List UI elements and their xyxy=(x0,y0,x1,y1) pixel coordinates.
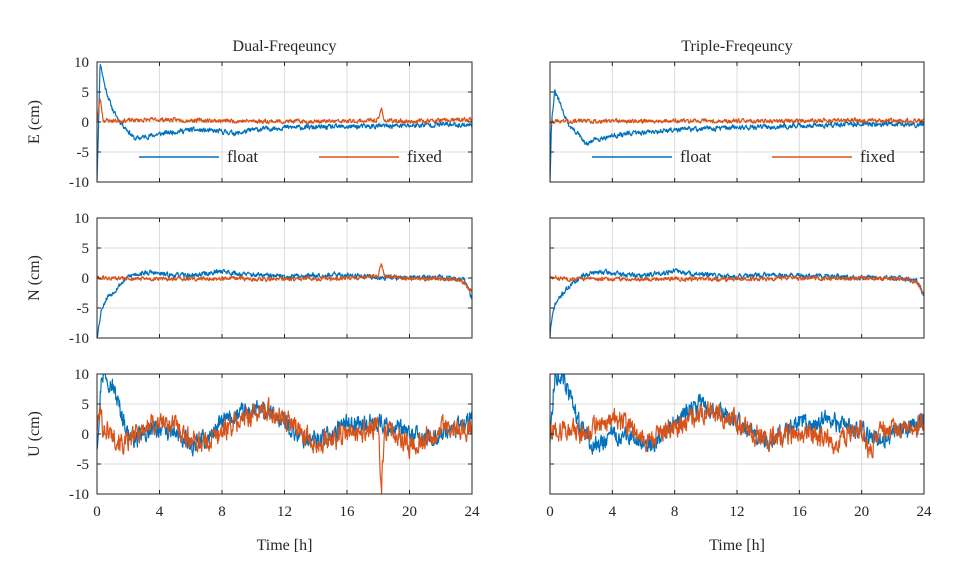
series-line-float xyxy=(97,374,472,457)
x-axis-label: Time [h] xyxy=(257,537,313,554)
y-tick-label: -5 xyxy=(77,145,90,161)
y-tick-label: 0 xyxy=(82,115,90,131)
series-line-fixed xyxy=(97,263,472,293)
x-tick-label: 20 xyxy=(854,504,869,520)
legend-label-float: float xyxy=(227,147,258,166)
y-tick-label: 10 xyxy=(74,211,89,227)
x-tick-label: 8 xyxy=(671,504,679,520)
y-tick-label: 0 xyxy=(82,427,90,443)
series-line-float xyxy=(550,89,924,182)
y-axis-label: U (cm) xyxy=(26,411,43,457)
panel-dual-e: -10 -5 0 5 10 Dual-Freqeuncy E (cm) float fixed xyxy=(26,38,473,191)
panel-dual-u: 0 4 8 12 16 20 24 -10 -5 0 5 10 U (cm) Time [h] xyxy=(26,367,480,554)
x-tick-label: 16 xyxy=(792,504,808,520)
x-tick-label: 4 xyxy=(609,504,617,520)
x-tick-label: 12 xyxy=(730,504,745,520)
y-tick-label: 10 xyxy=(74,55,89,71)
y-tick-label: -5 xyxy=(77,301,90,317)
panel-triple-e: Triple-Freqeuncy float fixed xyxy=(549,38,925,183)
y-tick-label: -5 xyxy=(77,457,90,473)
panel-triple-n xyxy=(549,217,925,339)
x-tick-label: 24 xyxy=(917,504,933,520)
y-axis-label: E (cm) xyxy=(26,100,43,144)
series-line-fixed xyxy=(97,98,472,125)
series-line-fixed xyxy=(550,117,924,125)
y-tick-label: -10 xyxy=(69,487,89,503)
series-line-float xyxy=(97,63,472,182)
panel-title: Triple-Freqeuncy xyxy=(681,38,792,55)
series-line-fixed xyxy=(550,400,924,459)
x-tick-label: 0 xyxy=(546,504,554,520)
x-tick-label: 12 xyxy=(277,504,292,520)
x-axis-label: Time [h] xyxy=(709,537,765,554)
legend-label-fixed: fixed xyxy=(860,147,895,166)
legend-label-float: float xyxy=(680,147,711,166)
y-tick-label: -10 xyxy=(69,331,89,347)
y-tick-label: 5 xyxy=(82,85,90,101)
y-tick-label: -10 xyxy=(69,175,89,191)
series-line-float xyxy=(97,268,472,338)
y-tick-label: 5 xyxy=(82,397,90,413)
y-tick-label: 0 xyxy=(82,271,90,287)
x-tick-label: 24 xyxy=(465,504,481,520)
x-tick-label: 0 xyxy=(93,504,101,520)
series-line-fixed xyxy=(97,397,472,494)
y-axis-label: N (cm) xyxy=(26,255,43,301)
panel-dual-n: -10 -5 0 5 10 N (cm) xyxy=(26,211,473,347)
x-tick-label: 8 xyxy=(218,504,226,520)
legend-label-fixed: fixed xyxy=(407,147,442,166)
panel-triple-u: 0 4 8 12 16 20 24 Time [h] xyxy=(546,373,933,554)
x-tick-label: 16 xyxy=(340,504,356,520)
y-tick-label: 10 xyxy=(74,367,89,383)
y-tick-label: 5 xyxy=(82,241,90,257)
panel-title: Dual-Freqeuncy xyxy=(233,38,337,55)
x-tick-label: 4 xyxy=(156,504,164,520)
series-line-fixed xyxy=(550,274,924,295)
x-tick-label: 20 xyxy=(402,504,417,520)
